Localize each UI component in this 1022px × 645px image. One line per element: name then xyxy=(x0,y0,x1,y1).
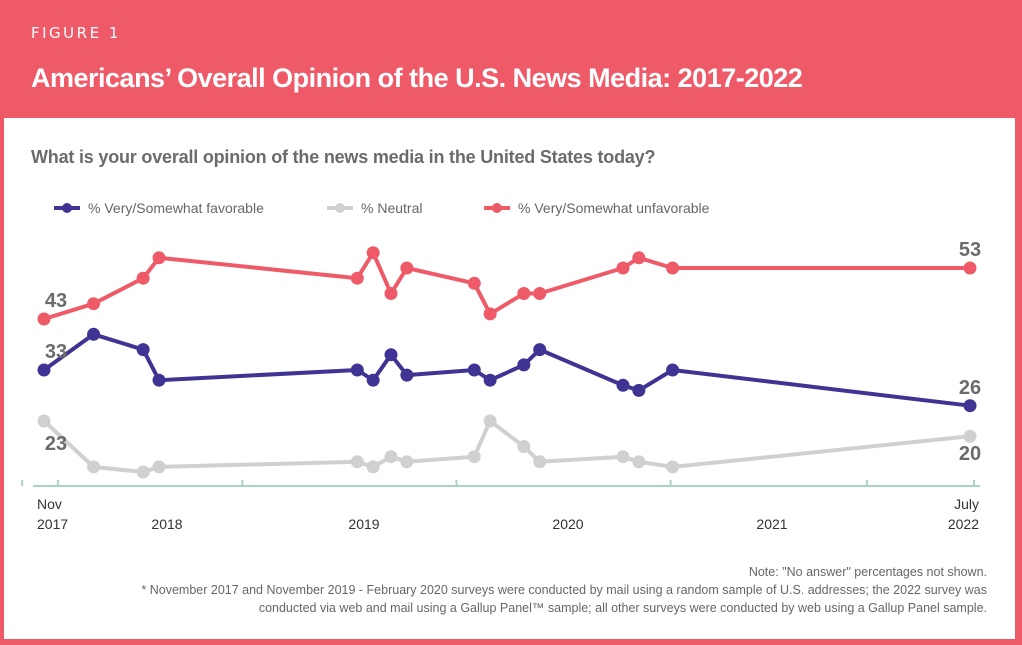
data-point-neutral xyxy=(963,429,977,443)
data-point-unfavorable xyxy=(632,251,646,265)
data-point-neutral xyxy=(384,450,398,464)
data-point-unfavorable xyxy=(37,312,51,326)
data-point-neutral xyxy=(152,460,166,474)
note-no-answer: Note: "No answer" percentages not shown. xyxy=(748,565,987,579)
data-point-neutral xyxy=(483,414,497,428)
data-label-end-favorable: 26 xyxy=(959,377,981,399)
figure-label: FIGURE 1 xyxy=(31,24,121,42)
data-point-favorable xyxy=(37,363,51,377)
data-point-unfavorable xyxy=(384,287,398,300)
data-point-unfavorable xyxy=(152,251,166,265)
data-point-favorable xyxy=(517,358,531,372)
figure-header: FIGURE 1 Americans’ Overall Opinion of t… xyxy=(0,0,1022,117)
chart-title: Americans’ Overall Opinion of the U.S. N… xyxy=(31,63,803,93)
data-point-favorable xyxy=(384,348,398,362)
x-tick-label: 2019 xyxy=(348,516,379,532)
data-point-unfavorable xyxy=(400,261,414,275)
data-point-unfavorable xyxy=(963,261,977,275)
data-point-neutral xyxy=(87,460,101,474)
data-label-start-unfavorable: 43 xyxy=(45,290,67,312)
legend-item-neutral: % Neutral xyxy=(325,200,422,216)
legend-item-unfavorable: % Very/Somewhat unfavorable xyxy=(482,200,709,216)
data-point-neutral xyxy=(632,455,646,469)
x-tick-label: 2021 xyxy=(756,516,787,532)
series-line-unfavorable xyxy=(43,250,970,321)
data-label-end-neutral: 20 xyxy=(959,443,981,465)
legend-label: % Very/Somewhat favorable xyxy=(88,200,264,216)
data-point-neutral xyxy=(666,460,680,474)
x-tick-label: 2017 xyxy=(37,516,68,532)
x-tick-label-month: Nov xyxy=(37,496,62,512)
data-point-favorable xyxy=(350,363,364,377)
legend-swatch-favorable xyxy=(54,203,80,213)
data-point-unfavorable xyxy=(517,287,531,300)
x-tick-label: 2020 xyxy=(552,516,583,532)
data-label-start-neutral: 23 xyxy=(45,433,67,455)
data-point-unfavorable xyxy=(350,271,364,285)
legend-swatch-unfavorable xyxy=(484,203,510,213)
data-point-favorable xyxy=(467,363,481,377)
series-line-favorable xyxy=(42,332,971,408)
data-point-neutral xyxy=(467,450,481,464)
data-point-favorable xyxy=(136,343,150,357)
chart-subtitle: What is your overall opinion of the news… xyxy=(31,147,656,167)
data-point-neutral xyxy=(37,414,51,428)
data-label-start-favorable: 33 xyxy=(45,341,67,363)
legend-dot xyxy=(62,203,72,213)
data-point-unfavorable xyxy=(87,297,101,311)
data-point-unfavorable xyxy=(533,287,547,300)
data-point-favorable xyxy=(632,383,646,397)
data-point-unfavorable xyxy=(467,276,481,290)
legend-label: % Very/Somewhat unfavorable xyxy=(518,200,710,216)
data-point-favorable xyxy=(152,373,166,387)
data-point-favorable xyxy=(87,327,101,341)
legend-dot xyxy=(335,203,345,213)
data-point-neutral xyxy=(366,460,380,474)
data-point-favorable xyxy=(666,363,680,377)
data-point-favorable xyxy=(533,343,547,357)
series-line-neutral xyxy=(42,419,971,474)
data-point-neutral xyxy=(517,440,531,453)
data-point-neutral xyxy=(616,450,630,464)
data-point-favorable xyxy=(400,368,414,382)
data-label-end-unfavorable: 53 xyxy=(959,239,981,261)
x-tick-label: 2018 xyxy=(151,516,182,532)
note-methodology-2: conducted via web and mail using a Gallu… xyxy=(258,601,987,615)
data-point-favorable xyxy=(366,373,380,387)
data-point-unfavorable xyxy=(483,307,497,321)
data-point-unfavorable xyxy=(366,246,380,260)
data-point-favorable xyxy=(963,399,977,413)
legend-dot xyxy=(492,203,502,213)
note-methodology-1: * November 2017 and November 2019 - Febr… xyxy=(141,583,987,597)
data-point-unfavorable xyxy=(136,271,150,285)
data-point-neutral xyxy=(400,455,414,469)
data-point-unfavorable xyxy=(616,261,630,275)
data-point-neutral xyxy=(533,455,547,469)
legend-label: % Neutral xyxy=(361,200,423,216)
data-point-neutral xyxy=(350,455,364,469)
data-point-unfavorable xyxy=(666,261,680,275)
data-point-favorable xyxy=(616,378,630,392)
legend-item-favorable: % Very/Somewhat favorable xyxy=(52,200,264,216)
data-point-neutral xyxy=(136,465,150,479)
legend-swatch-neutral xyxy=(327,203,353,213)
x-tick-label-month: July xyxy=(954,496,979,512)
x-tick-label: 2022 xyxy=(948,516,979,532)
data-point-favorable xyxy=(483,373,497,387)
